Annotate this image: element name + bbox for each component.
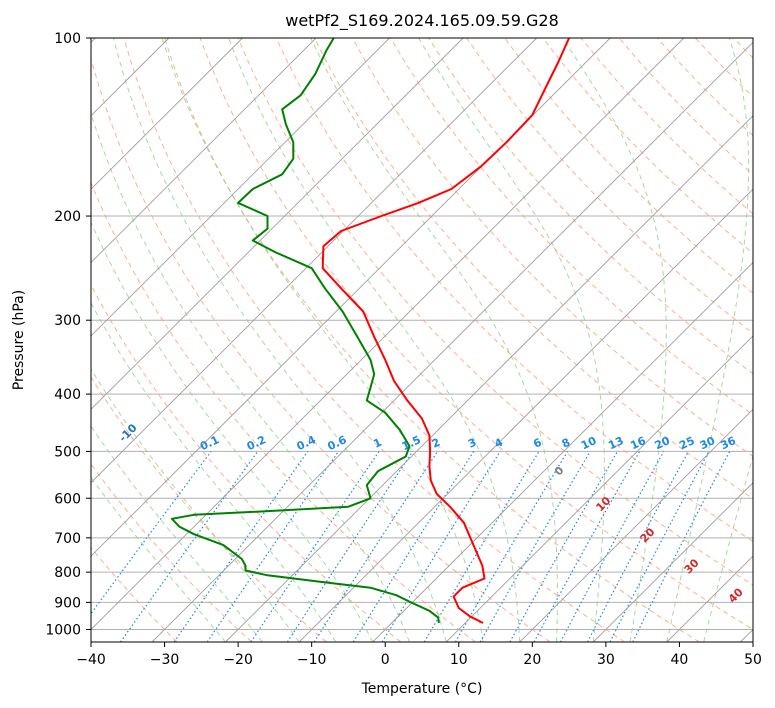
mixing-ratio-label: 10 — [579, 434, 599, 452]
isotherm-line — [298, 188, 753, 642]
dry-adiabat-line — [772, 38, 775, 642]
y-axis-label: Pressure (hPa) — [11, 290, 27, 390]
y-tick-label: 600 — [54, 491, 81, 507]
moist-adiabat-line — [91, 476, 226, 642]
dry-adiabat-line — [91, 376, 327, 642]
y-tick-label: 900 — [54, 595, 81, 611]
dry-adiabat-line — [91, 463, 253, 642]
dry-adiabat-line — [91, 546, 178, 642]
x-tick-label: 10 — [450, 652, 468, 668]
mixing-ratio-label: 36 — [718, 434, 738, 452]
x-axis-ticks: −40 −30 −20 −10 0 10 20 30 40 50 — [76, 642, 762, 668]
mixing-ratio-line — [313, 451, 439, 642]
isotherm-line — [225, 115, 753, 642]
moist-adiabat-line — [228, 38, 521, 642]
y-tick-label: 700 — [54, 531, 81, 547]
sounding-series — [170, 38, 571, 624]
isotherm-line — [91, 38, 243, 190]
isotherm-line — [91, 38, 317, 264]
dry-adiabat-line — [428, 38, 753, 375]
y-tick-label: 200 — [54, 209, 81, 225]
mixing-ratio-line — [509, 451, 619, 642]
x-tick-label: 30 — [597, 652, 615, 668]
mixing-ratio-line — [632, 451, 731, 642]
isotherm-line — [151, 41, 753, 642]
y-tick-label: 1000 — [45, 622, 81, 638]
x-axis-label: Temperature (°C) — [361, 681, 483, 697]
mixing-ratio-line — [91, 451, 212, 615]
mixing-ratio-label: 30 — [698, 434, 718, 452]
mixing-ratio-line — [533, 451, 641, 642]
mixing-ratio-line — [286, 451, 414, 642]
mixing-ratio-lines — [91, 451, 731, 642]
x-tick-label: −10 — [297, 652, 327, 668]
mixing-ratio-label: 25 — [677, 434, 696, 452]
mixing-ratio-line — [381, 451, 501, 642]
moist-adiabat-line — [91, 221, 374, 642]
y-axis-ticks: 100 200 300 400 500 600 700 800 900 1000 — [45, 31, 91, 638]
dry-adiabat-line — [161, 38, 700, 642]
dry-adiabat-line — [237, 38, 753, 586]
x-tick-label: 50 — [744, 652, 762, 668]
mixing-ratio-line — [206, 451, 339, 642]
x-tick-label: −20 — [223, 652, 253, 668]
moist-adiabat-line — [91, 368, 300, 642]
mixing-ratio-line — [559, 451, 665, 642]
isotherm-line — [91, 38, 390, 337]
mixing-ratio-line — [119, 451, 259, 642]
isotherm-line — [519, 408, 753, 642]
y-tick-label: 800 — [54, 565, 81, 581]
mixing-ratio-label: 13 — [606, 434, 625, 452]
moist-adiabat-line — [113, 38, 447, 642]
plot-frame — [90, 37, 754, 643]
isotherm-line — [593, 482, 753, 642]
isotherm-line — [445, 335, 753, 642]
y-tick-label: 300 — [54, 313, 81, 329]
mixing-ratio-line — [173, 451, 309, 642]
y-tick-label: 400 — [54, 387, 81, 403]
temperature-profile-line — [321, 38, 571, 624]
moist-adiabat-line — [418, 38, 605, 642]
y-tick-label: 100 — [54, 31, 81, 47]
chart-title: wetPf2_S169.2024.165.09.59.G28 — [285, 11, 559, 31]
x-tick-label: 40 — [671, 652, 689, 668]
y-tick-label: 500 — [54, 444, 81, 460]
moist-adiabat-line — [310, 38, 558, 642]
dry-adiabat-line — [123, 38, 625, 642]
moist-adiabat-line — [562, 38, 667, 642]
x-tick-label: −40 — [76, 652, 106, 668]
isotherm-line — [91, 38, 685, 631]
x-tick-label: 20 — [523, 652, 541, 668]
dry-adiabat-line — [199, 38, 753, 631]
x-tick-label: 0 — [381, 652, 390, 668]
dry-adiabat-line — [91, 181, 476, 642]
x-tick-label: −30 — [150, 652, 180, 668]
isotherm-line — [91, 38, 537, 484]
isotherm-line — [372, 261, 753, 642]
mixing-ratio-line — [250, 451, 380, 642]
dry-adiabat-line — [390, 38, 753, 416]
mixing-ratio-label: 16 — [628, 434, 648, 452]
dry-adiabat-line — [91, 56, 551, 642]
moist-adiabat-line — [91, 112, 410, 642]
isotherm-line — [91, 38, 464, 410]
mixing-ratio-label: 20 — [653, 434, 673, 452]
dewpoint-profile-line — [170, 38, 440, 624]
dry-adiabat-line — [504, 38, 753, 294]
moist-adiabat-line — [91, 301, 337, 642]
